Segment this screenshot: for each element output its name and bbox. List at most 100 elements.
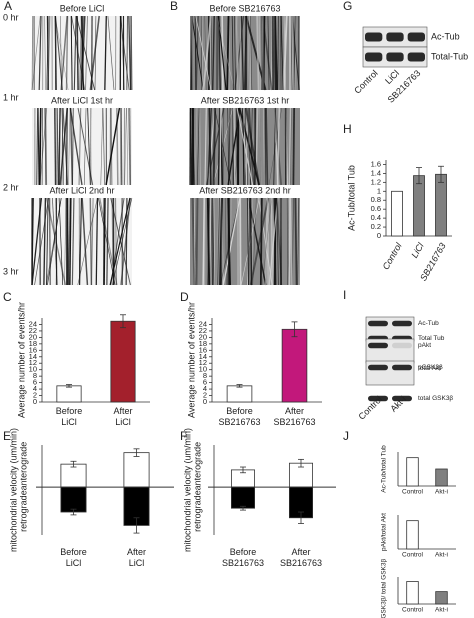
kymograph-streak <box>46 15 49 91</box>
kymograph-streak <box>36 107 39 186</box>
kymograph-streak <box>102 107 106 186</box>
y-axis-label: Average number of events/hr <box>16 302 26 418</box>
x-tick-label: Control <box>402 489 424 496</box>
blot-band <box>365 52 383 62</box>
kymograph-label: After LiCl 1st hr <box>51 95 113 105</box>
panel-letter: H <box>343 122 352 136</box>
kymograph-streak <box>94 15 97 91</box>
kymograph-streak <box>201 15 204 91</box>
kymograph-streak <box>252 197 257 286</box>
x-tick-line: Before <box>60 547 87 557</box>
kymograph-streak <box>61 107 64 186</box>
kymograph-streak <box>249 197 253 286</box>
kymograph-streak <box>38 15 42 91</box>
x-tick-label: Akt-i <box>435 607 448 614</box>
kymograph-streak <box>239 15 242 91</box>
kymograph-streak <box>240 15 244 91</box>
x-tick-line: LiCl <box>115 417 131 427</box>
kymograph-streak <box>276 197 283 286</box>
kymograph-streak <box>68 107 71 186</box>
kymograph-streak <box>54 15 69 91</box>
y-tick-label: 10 <box>29 365 37 374</box>
band-label: Ac-Tub <box>418 320 439 327</box>
kymograph-streak <box>263 107 265 186</box>
blot-frame <box>365 360 415 386</box>
kymograph-streak <box>120 107 123 186</box>
kymograph-streak <box>194 107 198 186</box>
y-axis-label: pAkt/total Akt <box>381 513 388 551</box>
kymograph-streak <box>211 197 213 286</box>
kymograph-streak <box>233 15 237 91</box>
kymograph-streak <box>242 107 245 186</box>
kymograph-streak <box>31 15 34 91</box>
kymograph-streak <box>46 15 49 91</box>
lane-label: LiCl <box>383 68 401 86</box>
kymograph-streak <box>98 197 116 286</box>
panel-letter: I <box>343 288 346 302</box>
x-tick-line: LiCl <box>129 558 145 568</box>
kymograph-streak <box>258 15 262 91</box>
time-label: 1 hr <box>3 92 19 102</box>
x-tick-line: Before <box>230 547 257 557</box>
blot-band <box>407 52 425 62</box>
kymograph-streak <box>46 197 49 286</box>
kymograph-streak <box>126 15 129 91</box>
x-tick-label: Akt-i <box>435 489 448 496</box>
y-tick-label: 4 <box>33 384 37 393</box>
kymograph-streak <box>289 107 292 186</box>
kymograph-streak <box>262 197 272 286</box>
kymograph-streak <box>218 107 221 186</box>
y-tick-label: 18 <box>199 339 207 348</box>
x-tick-label: After SB216763 <box>273 406 315 427</box>
kymograph-streak <box>265 197 268 286</box>
bar <box>435 591 448 605</box>
kymograph-streak <box>190 107 192 186</box>
kymograph-streak <box>51 197 58 286</box>
kymograph-label: Before LiCl <box>60 3 105 13</box>
error-bar <box>438 165 444 183</box>
y-tick-label: 1.2 <box>371 177 381 186</box>
kymograph-streak <box>247 15 250 91</box>
bar <box>60 486 87 513</box>
y-tick-label: 1.6 <box>371 159 381 168</box>
time-label: 3 hr <box>3 266 19 276</box>
blot-band <box>392 320 412 327</box>
blot-band <box>368 364 388 371</box>
kymograph-streak <box>236 15 240 91</box>
kymograph-streak <box>128 107 131 186</box>
kymograph-streak <box>288 197 291 286</box>
kymograph-streak <box>236 15 240 91</box>
band-label: total Akt <box>418 365 441 372</box>
kymograph-streak <box>254 107 256 186</box>
kymograph-streak <box>39 107 42 186</box>
blot-band <box>386 52 404 62</box>
y-tick-label: 22 <box>29 326 37 335</box>
kymograph-streak <box>245 15 267 91</box>
kymograph-streak <box>222 197 241 286</box>
y-tick-label: 24 <box>199 319 207 328</box>
kymograph-streak <box>273 197 277 286</box>
kymograph-streak <box>89 197 93 286</box>
kymograph-streak <box>116 107 119 186</box>
x-tick-label: After LiCl <box>113 406 132 427</box>
kymograph-streak <box>218 15 221 91</box>
kymograph-streak <box>246 197 249 286</box>
y-tick-label: 1 <box>377 186 381 195</box>
kymograph-streak <box>250 107 253 186</box>
kymograph-streak <box>208 107 212 186</box>
kymograph-streak <box>202 15 212 91</box>
kymograph-streak <box>195 15 199 91</box>
y-tick-label: 2 <box>33 391 37 400</box>
kymograph-streak <box>111 197 114 286</box>
y-tick-label: 6 <box>203 378 207 387</box>
kymograph-streak <box>65 15 69 91</box>
x-tick-line: LiCl <box>61 417 77 427</box>
bar <box>391 190 403 237</box>
bar <box>226 385 253 403</box>
kymograph-streak <box>228 107 231 186</box>
kymograph-streak <box>68 197 71 286</box>
kymograph-streak <box>217 15 227 91</box>
y-tick-label: 0.4 <box>371 213 381 222</box>
kymograph-streak <box>199 107 201 186</box>
